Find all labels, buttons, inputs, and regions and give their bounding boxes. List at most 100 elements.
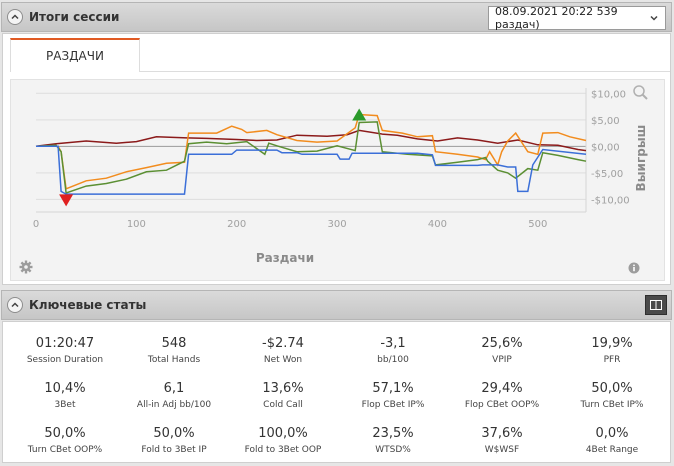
session-header: Итоги сессии 08.09.2021 20:22 539 раздач… [1,2,672,32]
stat-value: -$2.74 [262,336,304,351]
stat-label: bb/100 [377,355,409,365]
stat-item: 37,6% W$WSF [448,426,556,455]
winnings-chart: $10,00 $5,00 $0,00 -$5,00 -$10,00 0 100 200 300 4… [33,85,648,265]
stat-item: 0,0% 4Bet Range [558,426,666,455]
tab-hands-label: РАЗДАЧИ [46,49,104,63]
collapse-session-button[interactable] [7,9,23,25]
x-tick-label: 500 [528,219,547,230]
stat-value: 50,0% [591,381,633,396]
x-tick-label: 200 [227,219,246,230]
y-tick-label: $0,00 [591,142,620,153]
stat-item: 100,0% Fold to 3Bet OOP [229,426,337,455]
stat-item: 29,4% Flop CBet OOP% [448,381,556,410]
stat-value: 50,0% [44,426,86,441]
y-tick-label: -$10,00 [591,195,630,206]
chevron-up-icon [11,302,19,308]
stat-value: 0,0% [595,426,629,441]
stat-item: 50,0% Turn CBet OOP% [11,426,119,455]
stat-label: Fold to 3Bet IP [141,445,207,455]
tab-divider [140,71,670,72]
stat-item: 19,9% PFR [558,336,666,365]
chevron-down-icon [650,15,658,21]
stat-label: All-in Adj bb/100 [136,400,212,410]
zoom-icon[interactable] [633,85,648,100]
stat-label: Turn CBet OOP% [27,445,103,455]
stat-value: 6,1 [163,381,185,396]
stat-label: 3Bet [54,400,76,410]
stat-label: Flop CBet IP% [361,400,425,410]
stat-value: 57,1% [372,381,414,396]
stat-item: 50,0% Turn CBet IP% [558,381,666,410]
stat-item: 25,6% VPIP [448,336,556,365]
stat-value: 25,6% [481,336,523,351]
x-tick-label: 300 [328,219,347,230]
stat-value: 548 [161,336,187,351]
stat-label: Turn CBet IP% [580,400,644,410]
stat-item: 13,6% Cold Call [229,381,337,410]
chevron-up-icon [11,14,19,20]
stat-label: WTSD% [375,445,411,455]
stat-item: 548 Total Hands [120,336,228,365]
series-line-0 [35,129,587,152]
stat-value: 19,9% [591,336,633,351]
x-tick-label: 0 [33,219,39,230]
stat-value: 29,4% [481,381,523,396]
stat-label: 4Bet Range [585,445,639,455]
x-tick-label: 100 [127,219,146,230]
stat-item: 57,1% Flop CBet IP% [339,381,447,410]
stat-value: 10,4% [44,381,86,396]
stat-label: Fold to 3Bet OOP [244,445,322,455]
stat-item: 10,4% 3Bet [11,381,119,410]
y-axis-label: Выигрыш [634,125,648,192]
chart-series [35,113,587,195]
stat-label: Total Hands [147,355,201,365]
stat-label: PFR [603,355,621,365]
chart-grid [36,88,587,213]
key-stats-header: Ключевые статы [1,290,672,320]
stat-label: VPIP [492,355,512,365]
stat-value: 100,0% [258,426,308,441]
stat-value: -3,1 [380,336,406,351]
layout-icon [650,300,662,310]
stat-value: 50,0% [153,426,195,441]
stat-label: Cold Call [263,400,303,410]
stat-value: 37,6% [481,426,523,441]
stat-item: -3,1 bb/100 [339,336,447,365]
stat-label: Session Duration [26,355,104,365]
stat-value: 13,6% [262,381,304,396]
stat-item: -$2.74 Net Won [229,336,337,365]
stat-item: 6,1 All-in Adj bb/100 [120,381,228,410]
chart-ticks: $10,00 $5,00 $0,00 -$5,00 -$10,00 0 100 200 300 4… [33,89,630,230]
x-tick-label: 400 [428,219,447,230]
session-selector-value: 08.09.2021 20:22 539 раздач) [495,5,618,31]
series-line-2 [35,121,587,195]
max-marker [352,108,367,121]
stat-label: Net Won [263,355,303,365]
layout-button[interactable] [645,295,667,315]
stat-value: 01:20:47 [35,336,95,351]
stat-label: Flop CBet OOP% [464,400,540,410]
session-title: Итоги сессии [29,10,120,24]
chart-markers [59,108,367,207]
y-tick-label: $5,00 [591,116,620,127]
y-tick-label: $10,00 [591,89,626,100]
session-selector[interactable]: 08.09.2021 20:22 539 раздач) [488,5,666,31]
stat-value: 23,5% [372,426,414,441]
series-line-3 [36,145,587,195]
collapse-stats-button[interactable] [7,297,23,313]
series-line-1 [36,113,587,190]
stat-item: 01:20:47 Session Duration [11,336,119,365]
stat-item: 50,0% Fold to 3Bet IP [120,426,228,455]
gear-icon[interactable] [19,260,33,274]
min-marker [59,194,74,207]
info-icon[interactable] [628,262,640,274]
stat-item: 23,5% WTSD% [339,426,447,455]
tab-hands[interactable]: РАЗДАЧИ [10,38,140,72]
x-axis-label: Раздачи [256,251,314,265]
stat-label: W$WSF [484,445,520,455]
chart-panel: РАЗДАЧИ $10,00 $5,00 $0,00 -$5,00 -$10,00 0 10… [2,33,671,285]
key-stats-title: Ключевые статы [29,298,147,312]
key-stats-panel: 01:20:47 Session Duration 548 Total Hands -$… [2,321,671,463]
y-tick-label: -$5,00 [591,169,623,180]
chart-area: $10,00 $5,00 $0,00 -$5,00 -$10,00 0 100 200 300 4… [10,79,665,281]
